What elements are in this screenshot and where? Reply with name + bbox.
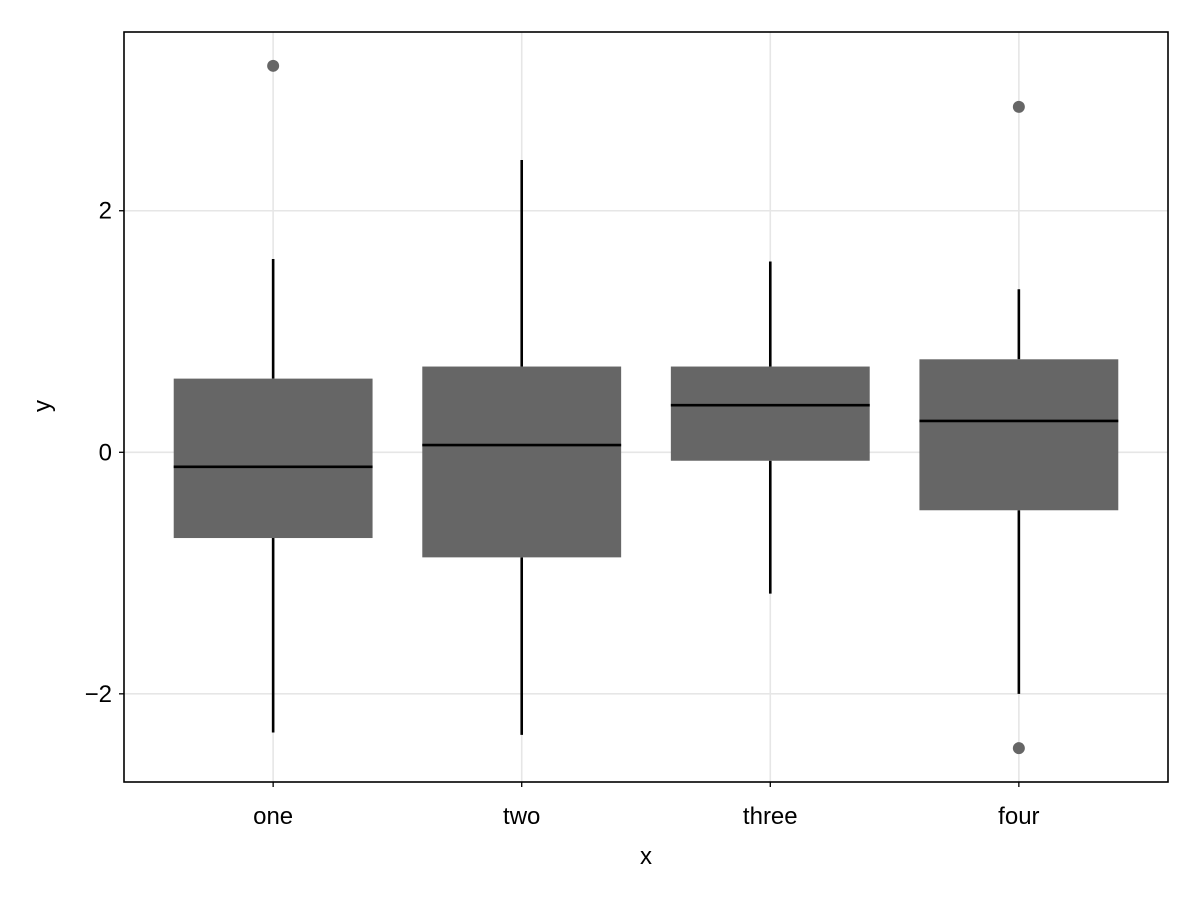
outlier-point (267, 59, 280, 72)
outlier-point (1012, 742, 1025, 755)
y-axis-label: y (29, 400, 56, 412)
box-four (919, 100, 1119, 755)
boxes (173, 59, 1119, 755)
box-two (422, 160, 622, 735)
axis-ticks: −2 0 2 one two three four (85, 198, 1040, 830)
box-body (422, 366, 622, 558)
plot-frame (123, 31, 1169, 783)
x-tick-label: one (253, 803, 293, 830)
x-axis-label: x (640, 843, 652, 870)
y-tick-label: 2 (99, 198, 112, 225)
box-body (919, 359, 1119, 511)
box-one (173, 59, 373, 733)
box-body (173, 378, 373, 539)
box-body (670, 366, 870, 461)
box-three (670, 261, 870, 594)
x-tick-label: three (743, 803, 798, 830)
outlier-point (1012, 100, 1025, 113)
x-tick-label: four (998, 803, 1039, 830)
y-tick-label: 0 (99, 439, 112, 466)
y-tick-label: −2 (85, 681, 112, 708)
x-tick-label: two (503, 803, 540, 830)
